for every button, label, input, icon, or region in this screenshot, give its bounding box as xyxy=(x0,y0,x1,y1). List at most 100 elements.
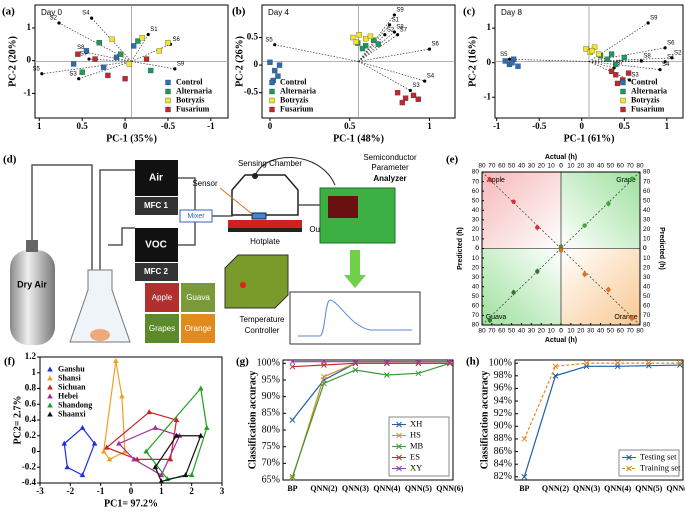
point xyxy=(614,360,621,367)
loading-label: S1 xyxy=(150,27,158,33)
point xyxy=(158,478,165,484)
point xyxy=(152,424,159,430)
loading-label: S3 xyxy=(412,83,420,89)
loading-label: S7 xyxy=(80,52,88,58)
point xyxy=(375,41,382,47)
point xyxy=(118,51,124,57)
panel-label: (h) xyxy=(466,356,480,368)
loading-point xyxy=(173,67,177,71)
point xyxy=(122,76,128,82)
x-tick-label: -1 xyxy=(97,486,105,496)
quadrant-label: Apple xyxy=(487,177,505,184)
series-line xyxy=(291,362,450,421)
point xyxy=(415,358,422,365)
x-tick-label: 10 xyxy=(567,328,575,335)
point xyxy=(363,43,369,49)
chart-title: Day 0 xyxy=(41,8,62,17)
cluster-hull xyxy=(63,427,96,476)
point xyxy=(106,456,113,462)
cluster-hull xyxy=(154,435,202,483)
y-tick-label: 84% xyxy=(494,459,512,470)
point xyxy=(267,59,273,65)
x-axis-label: PC-1 (61%) xyxy=(564,133,615,144)
point xyxy=(359,45,366,52)
point xyxy=(521,436,528,442)
label: Temperature xyxy=(240,315,285,324)
x-tick-label: QNN(6) xyxy=(666,484,685,493)
point xyxy=(197,385,204,391)
fruit-photo xyxy=(145,283,179,312)
label: Sensor xyxy=(192,179,218,188)
y-tick-label: 1 xyxy=(27,22,32,32)
point xyxy=(79,472,86,478)
point xyxy=(509,60,515,66)
point xyxy=(396,465,402,472)
x-tick-label: 60 xyxy=(498,328,506,335)
point xyxy=(165,79,171,86)
loading-line xyxy=(358,48,430,62)
point xyxy=(552,363,559,370)
loading-line xyxy=(358,24,390,62)
panel-label: (c) xyxy=(463,6,476,18)
label: Guava xyxy=(186,293,210,302)
loading-point xyxy=(392,13,396,17)
x-tick-label: 70 xyxy=(627,328,635,335)
point xyxy=(396,443,402,450)
point xyxy=(47,402,53,408)
y-axis-label: PC-2 (26%) xyxy=(234,36,245,87)
loading-line xyxy=(588,61,615,69)
x-tick-label: 70 xyxy=(627,163,635,170)
x-tick-label: 30 xyxy=(587,328,595,335)
y-tick-label: 20 xyxy=(643,264,651,271)
x-tick-label: 60 xyxy=(498,163,506,170)
point xyxy=(47,366,53,372)
loading-point xyxy=(612,66,616,70)
point xyxy=(148,67,154,74)
point xyxy=(165,106,171,113)
legend-label: Shaanxi xyxy=(58,409,86,418)
y-tick-label: 50 xyxy=(472,197,480,204)
x-tick-label: QNN(3) xyxy=(573,484,600,493)
point xyxy=(350,34,356,41)
label: Hotplate xyxy=(250,237,280,246)
x-tick-label: -0.5 xyxy=(532,121,547,131)
point xyxy=(535,225,540,230)
loading-point xyxy=(395,33,400,37)
point xyxy=(621,54,627,61)
plot-frame xyxy=(282,359,454,481)
point xyxy=(182,472,189,478)
point xyxy=(289,473,296,480)
legend-label: Control xyxy=(631,77,658,86)
point xyxy=(582,272,587,277)
point xyxy=(614,80,621,87)
loading-line xyxy=(588,47,666,62)
series-line xyxy=(292,362,450,368)
y-tick-label: 30 xyxy=(643,274,651,281)
y-tick-label: 100% xyxy=(489,357,512,368)
y-tick-label: 50 xyxy=(643,293,651,300)
x-tick-label: 10 xyxy=(548,163,556,170)
x-tick-label: 0.5 xyxy=(344,121,356,131)
point xyxy=(511,199,516,204)
loading-point xyxy=(670,56,674,60)
valve xyxy=(26,240,38,252)
loading-line xyxy=(358,61,425,82)
y-tick-label: 1 xyxy=(32,367,37,377)
point xyxy=(606,287,611,292)
x-tick-label: 1 xyxy=(665,121,670,131)
x-tick-label: 0 xyxy=(268,121,273,131)
series-line xyxy=(523,364,680,478)
panel-label: (g) xyxy=(236,356,249,368)
label: Parameter xyxy=(371,163,409,172)
point xyxy=(272,67,278,74)
point xyxy=(511,290,516,295)
cluster-hull xyxy=(103,360,126,461)
x-tick-label: 50 xyxy=(508,163,516,170)
loading-line xyxy=(358,61,411,91)
point xyxy=(596,51,602,57)
loading-point xyxy=(658,68,662,72)
y-tick-label: 0 xyxy=(643,245,647,252)
point xyxy=(204,424,210,430)
loading-line xyxy=(274,44,359,62)
x-tick-label: QNN(5) xyxy=(405,484,432,493)
